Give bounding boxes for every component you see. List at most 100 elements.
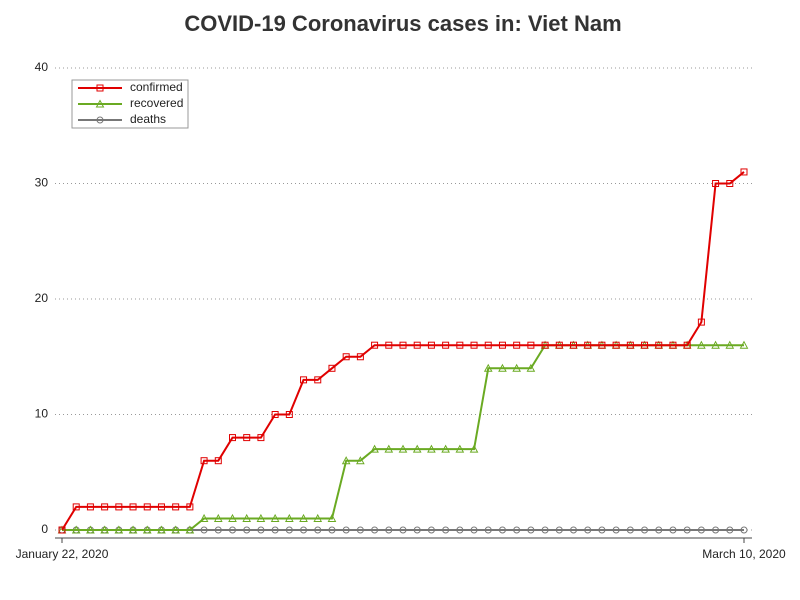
marker xyxy=(555,526,563,534)
marker xyxy=(570,526,577,534)
marker xyxy=(157,503,165,511)
marker xyxy=(626,526,634,534)
marker xyxy=(527,341,535,349)
y-tick-label: 30 xyxy=(35,176,49,190)
marker xyxy=(399,526,407,534)
marker xyxy=(483,363,493,372)
marker xyxy=(413,526,421,534)
marker xyxy=(498,341,506,349)
marker xyxy=(172,503,180,511)
marker xyxy=(385,526,393,534)
marker xyxy=(72,503,80,511)
marker xyxy=(412,444,422,453)
marker xyxy=(300,526,308,534)
marker xyxy=(356,456,365,465)
y-tick-label: 40 xyxy=(35,60,49,74)
marker xyxy=(242,513,252,522)
marker xyxy=(313,513,323,522)
marker xyxy=(740,526,748,534)
marker xyxy=(739,340,749,349)
marker xyxy=(697,318,705,326)
marker xyxy=(271,411,279,418)
marker xyxy=(327,513,337,522)
line xyxy=(61,171,745,531)
marker xyxy=(229,526,236,534)
marker xyxy=(95,99,105,108)
marker xyxy=(385,341,393,349)
marker xyxy=(655,341,663,349)
marker xyxy=(427,341,435,349)
marker xyxy=(513,526,521,534)
marker xyxy=(669,526,677,534)
marker xyxy=(427,526,435,534)
marker xyxy=(740,168,748,176)
marker xyxy=(641,526,649,534)
marker xyxy=(271,526,279,534)
marker xyxy=(284,513,294,522)
marker xyxy=(328,526,336,534)
marker xyxy=(541,341,549,349)
marker xyxy=(328,364,336,372)
marker xyxy=(584,341,592,349)
marker xyxy=(71,525,81,534)
chart-title: COVID-19 Coronavirus cases in: Viet Nam xyxy=(184,11,621,36)
marker xyxy=(413,341,421,349)
marker xyxy=(143,503,151,511)
marker xyxy=(427,444,436,453)
marker xyxy=(129,503,137,511)
marker xyxy=(200,457,208,465)
marker xyxy=(712,180,720,187)
marker xyxy=(200,526,208,534)
marker xyxy=(526,363,536,372)
y-tick-label: 0 xyxy=(41,522,48,536)
marker xyxy=(186,503,194,511)
marker xyxy=(484,341,492,349)
marker xyxy=(641,341,649,349)
marker xyxy=(598,341,606,349)
marker xyxy=(570,341,577,349)
marker xyxy=(229,434,236,442)
marker xyxy=(669,341,677,349)
marker xyxy=(128,525,138,534)
marker xyxy=(399,341,407,349)
marker xyxy=(270,513,280,522)
y-tick-label: 10 xyxy=(35,407,49,421)
marker xyxy=(370,444,379,453)
marker xyxy=(342,526,350,534)
marker xyxy=(213,513,223,522)
marker xyxy=(341,456,351,465)
marker xyxy=(555,341,563,349)
marker xyxy=(541,526,549,534)
y-tick-label: 20 xyxy=(35,291,49,305)
marker xyxy=(726,180,734,187)
marker xyxy=(442,526,450,534)
marker xyxy=(356,526,364,534)
marker xyxy=(712,526,720,534)
marker xyxy=(314,376,322,384)
marker xyxy=(243,434,251,442)
marker xyxy=(725,340,735,349)
marker xyxy=(96,116,104,124)
marker xyxy=(285,411,293,418)
marker xyxy=(101,503,109,511)
series xyxy=(58,168,748,534)
marker xyxy=(142,525,152,534)
marker xyxy=(711,340,720,349)
marker xyxy=(100,525,109,534)
marker xyxy=(371,341,379,349)
marker xyxy=(371,526,379,534)
line xyxy=(62,344,744,531)
marker xyxy=(513,341,521,349)
marker xyxy=(697,340,706,349)
marker xyxy=(498,363,507,372)
marker xyxy=(655,526,663,534)
marker xyxy=(96,84,104,92)
marker xyxy=(455,444,465,453)
marker xyxy=(228,513,237,522)
marker xyxy=(441,444,450,453)
marker xyxy=(300,376,308,384)
marker xyxy=(58,526,66,534)
legend-label: confirmed xyxy=(130,80,183,94)
marker xyxy=(584,526,592,534)
